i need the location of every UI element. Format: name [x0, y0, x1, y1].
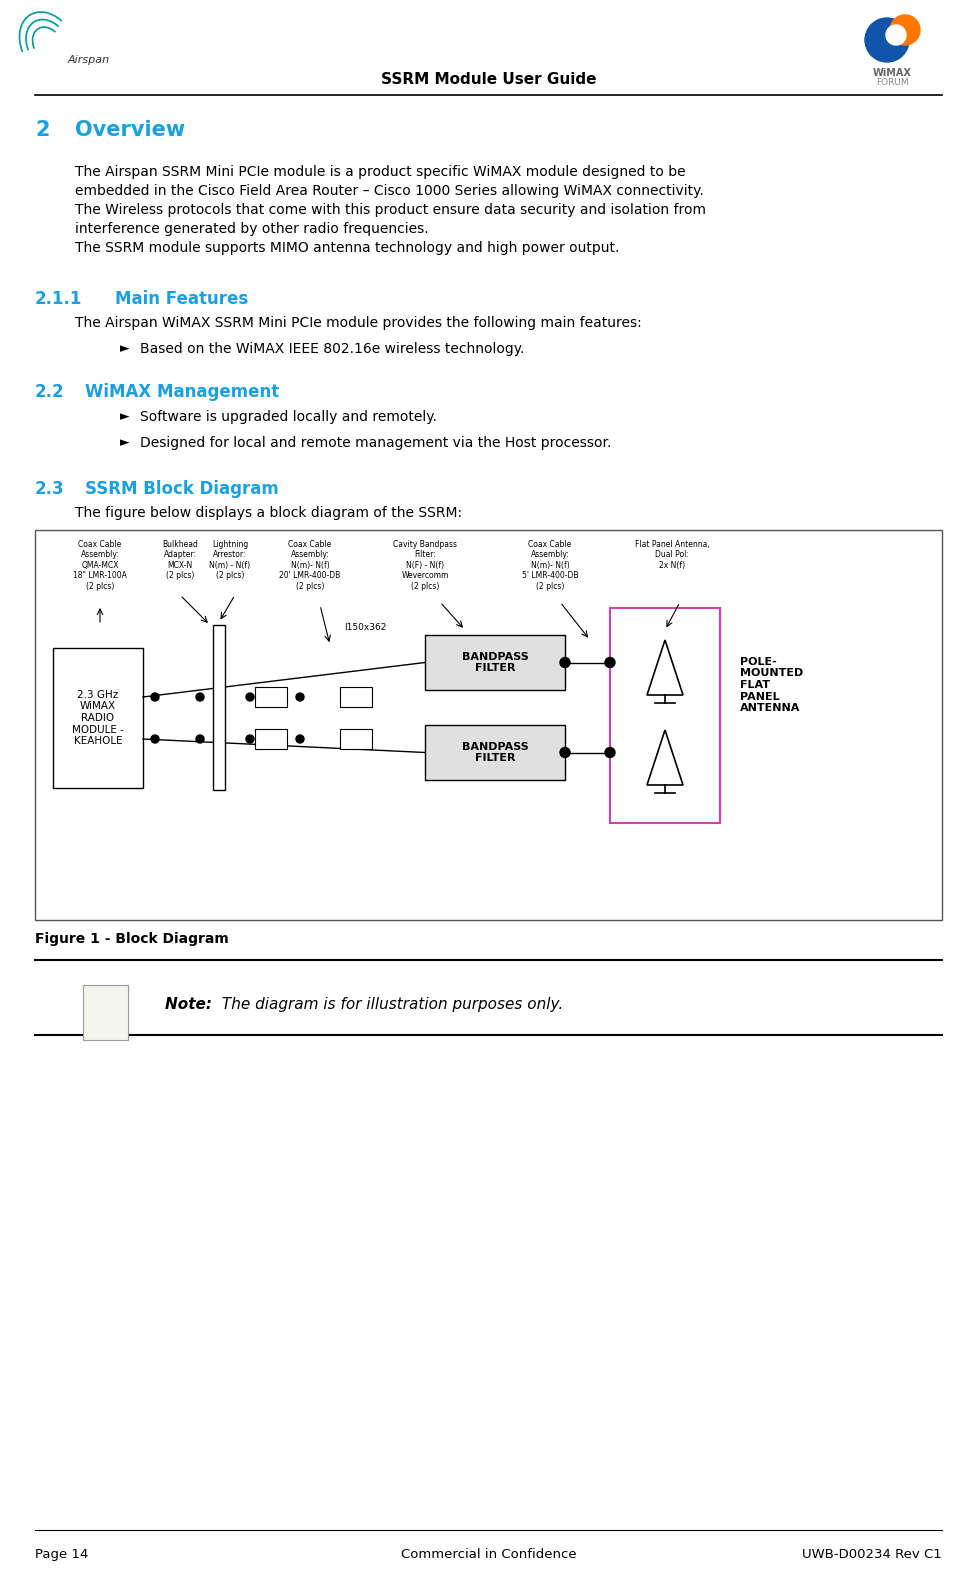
Text: The diagram is for illustration purposes only.: The diagram is for illustration purposes… [217, 996, 564, 1012]
Text: The SSRM module supports MIMO antenna technology and high power output.: The SSRM module supports MIMO antenna te… [75, 242, 619, 256]
Text: interference generated by other radio frequencies.: interference generated by other radio fr… [75, 221, 429, 235]
Text: 2.3: 2.3 [35, 480, 64, 497]
FancyBboxPatch shape [35, 530, 942, 919]
Text: Designed for local and remote management via the Host processor.: Designed for local and remote management… [140, 436, 612, 450]
Circle shape [151, 693, 159, 701]
Circle shape [560, 747, 570, 758]
Text: WiMAX: WiMAX [872, 67, 912, 78]
Text: Based on the WiMAX IEEE 802.16e wireless technology.: Based on the WiMAX IEEE 802.16e wireless… [140, 342, 525, 356]
Text: Coax Cable
Assembly:
N(m)- N(f)
5' LMR-400-DB
(2 plcs): Coax Cable Assembly: N(m)- N(f) 5' LMR-4… [522, 540, 578, 590]
Circle shape [196, 734, 204, 744]
Circle shape [196, 693, 204, 701]
Text: ►: ► [120, 342, 130, 355]
FancyBboxPatch shape [255, 687, 287, 708]
Circle shape [246, 693, 254, 701]
Text: Overview: Overview [75, 119, 185, 140]
Text: Page 14: Page 14 [35, 1549, 88, 1561]
Circle shape [246, 734, 254, 744]
Text: Bulkhead
Adapter:
MCX-N
(2 plcs): Bulkhead Adapter: MCX-N (2 plcs) [162, 540, 198, 581]
FancyBboxPatch shape [255, 730, 287, 748]
Circle shape [151, 734, 159, 744]
Text: BANDPASS
FILTER: BANDPASS FILTER [461, 742, 529, 763]
Text: Note:: Note: [165, 996, 217, 1012]
Text: Main Features: Main Features [115, 290, 248, 308]
FancyBboxPatch shape [425, 725, 565, 780]
Text: Lightning
Arrestor:
N(m) - N(f)
(2 plcs): Lightning Arrestor: N(m) - N(f) (2 plcs) [209, 540, 250, 581]
Text: 2.3 GHz
WiMAX
RADIO
MODULE -
KEAHOLE: 2.3 GHz WiMAX RADIO MODULE - KEAHOLE [72, 690, 124, 747]
FancyBboxPatch shape [340, 730, 372, 748]
Text: ►: ► [120, 410, 130, 424]
Text: POLE-
MOUNTED
FLAT
PANEL
ANTENNA: POLE- MOUNTED FLAT PANEL ANTENNA [740, 657, 803, 714]
Circle shape [890, 16, 920, 46]
Text: Airspan: Airspan [68, 55, 110, 64]
FancyBboxPatch shape [425, 635, 565, 690]
Circle shape [296, 734, 304, 744]
Circle shape [865, 17, 909, 63]
Text: BANDPASS
FILTER: BANDPASS FILTER [461, 651, 529, 673]
FancyBboxPatch shape [53, 648, 143, 788]
Text: SSRM Block Diagram: SSRM Block Diagram [85, 480, 278, 497]
Text: The figure below displays a block diagram of the SSRM:: The figure below displays a block diagra… [75, 505, 462, 519]
Circle shape [886, 25, 906, 46]
Text: The Airspan SSRM Mini PCIe module is a product specific WiMAX module designed to: The Airspan SSRM Mini PCIe module is a p… [75, 165, 686, 179]
Text: I150x362: I150x362 [344, 623, 386, 632]
Text: Flat Panel Antenna,
Dual Pol:
2x N(f): Flat Panel Antenna, Dual Pol: 2x N(f) [635, 540, 709, 570]
Circle shape [296, 693, 304, 701]
Text: ►: ► [120, 436, 130, 449]
Circle shape [605, 657, 615, 667]
FancyBboxPatch shape [610, 609, 720, 824]
Text: Software is upgraded locally and remotely.: Software is upgraded locally and remotel… [140, 410, 437, 424]
Text: Coax Cable
Assembly:
QMA-MCX
18" LMR-100A
(2 plcs): Coax Cable Assembly: QMA-MCX 18" LMR-100… [73, 540, 127, 590]
Text: Commercial in Confidence: Commercial in Confidence [401, 1549, 576, 1561]
Text: SSRM Module User Guide: SSRM Module User Guide [381, 72, 596, 86]
Text: embedded in the Cisco Field Area Router – Cisco 1000 Series allowing WiMAX conne: embedded in the Cisco Field Area Router … [75, 184, 703, 198]
Text: Coax Cable
Assembly:
N(m)- N(f)
20' LMR-400-DB
(2 plcs): Coax Cable Assembly: N(m)- N(f) 20' LMR-… [279, 540, 341, 590]
Text: FORUM: FORUM [875, 78, 909, 86]
Text: 2.1.1: 2.1.1 [35, 290, 82, 308]
FancyBboxPatch shape [213, 624, 225, 791]
Text: The Airspan WiMAX SSRM Mini PCIe module provides the following main features:: The Airspan WiMAX SSRM Mini PCIe module … [75, 315, 642, 329]
Text: Cavity Bandpass
Filter:
N(F) - N(f)
Wevercomm
(2 plcs): Cavity Bandpass Filter: N(F) - N(f) Weve… [393, 540, 457, 590]
Text: UWB-D00234 Rev C1: UWB-D00234 Rev C1 [802, 1549, 942, 1561]
Text: Figure 1 - Block Diagram: Figure 1 - Block Diagram [35, 932, 229, 946]
Text: WiMAX Management: WiMAX Management [85, 383, 279, 402]
Circle shape [605, 747, 615, 758]
FancyBboxPatch shape [82, 985, 128, 1040]
Text: 2: 2 [35, 119, 50, 140]
FancyBboxPatch shape [340, 687, 372, 708]
Text: The Wireless protocols that come with this product ensure data security and isol: The Wireless protocols that come with th… [75, 202, 706, 217]
Text: 2.2: 2.2 [35, 383, 64, 402]
Circle shape [560, 657, 570, 667]
